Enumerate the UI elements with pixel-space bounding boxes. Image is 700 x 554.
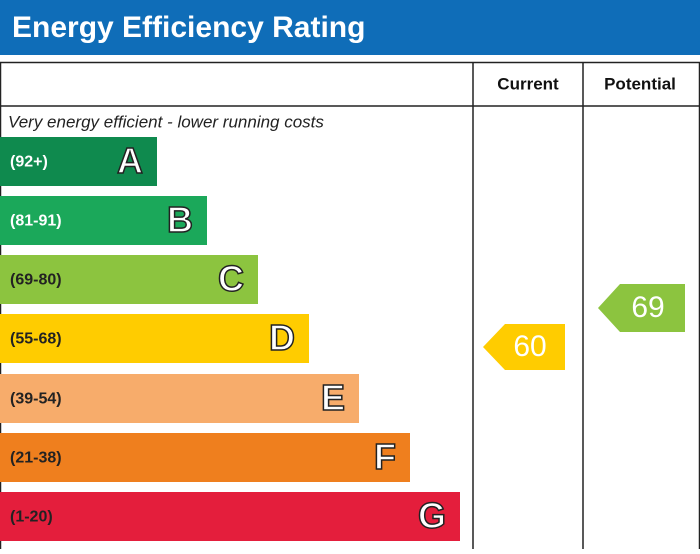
band-range: (55-68) [10, 331, 62, 348]
band-bar [0, 433, 410, 482]
band-range: (92+) [10, 154, 48, 171]
band-range: (39-54) [10, 391, 62, 408]
band-letter: F [374, 436, 396, 477]
band-letter: D [269, 317, 295, 358]
band-range: (1-20) [10, 509, 53, 526]
band-bar [0, 196, 207, 245]
band-letter: B [167, 199, 193, 240]
top-note: Very energy efficient - lower running co… [8, 112, 324, 131]
potential-arrow [598, 284, 685, 332]
potential-rating: 69 [631, 291, 664, 324]
band-bar [0, 255, 258, 304]
band-bar [0, 492, 460, 541]
title: Energy Efficiency Rating [12, 11, 365, 44]
band-range: (81-91) [10, 213, 62, 230]
band-letter: G [418, 495, 446, 536]
band-range: (21-38) [10, 450, 62, 467]
band-letter: A [117, 140, 143, 181]
column-header: Current [497, 74, 559, 93]
band-bar [0, 137, 157, 186]
current-rating: 60 [513, 330, 546, 363]
band-letter: E [321, 377, 345, 418]
band-bar [0, 314, 309, 363]
band-bar [0, 374, 359, 423]
title-bar [0, 0, 700, 55]
current-arrow [483, 324, 565, 370]
band-letter: C [218, 258, 244, 299]
column-header: Potential [604, 74, 676, 93]
band-range: (69-80) [10, 272, 62, 289]
